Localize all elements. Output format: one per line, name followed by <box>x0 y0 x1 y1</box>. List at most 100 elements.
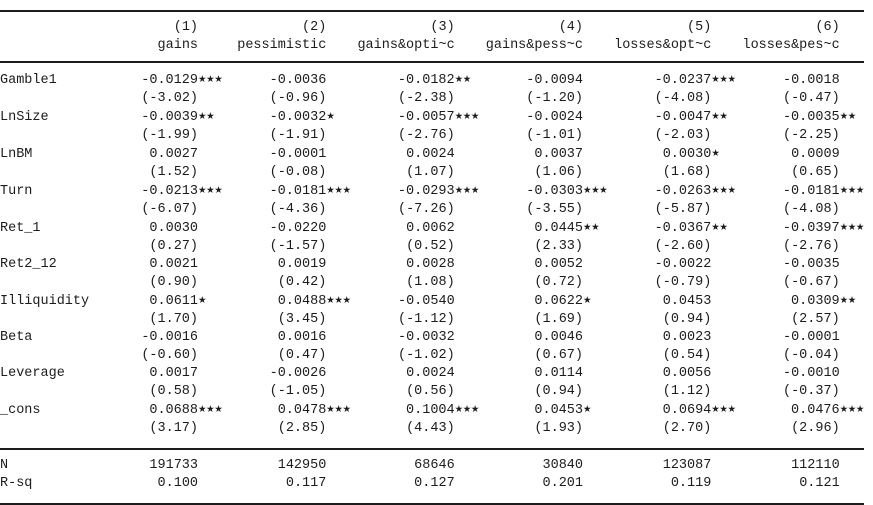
coefficient-cell: -0.0036 <box>269 72 351 88</box>
coefficient-cell: -0.0129★★★ <box>141 73 223 88</box>
coefficient-cell: -0.0026 <box>269 366 351 381</box>
coefficient-cell: 0.0309★★ <box>791 294 856 309</box>
stat-label: R-sq <box>0 476 33 491</box>
tstat-cell: (-0.67) <box>782 275 864 290</box>
tstat-cell: (-0.79) <box>654 275 736 290</box>
stat-value-cell: 30840 <box>542 458 608 473</box>
coefficient-cell: -0.0022 <box>654 257 736 272</box>
column-label: losses&pes~c <box>742 38 864 53</box>
tstat-cell: (2.96) <box>791 421 864 436</box>
significance-stars: ★★★ <box>197 404 223 415</box>
tstat-cell: (-1.20) <box>526 91 608 106</box>
significance-stars: ★★★ <box>326 295 351 306</box>
table-header: (1) (2) (3) (4) (5) (6) gains pessimisti… <box>0 11 864 62</box>
tstat-cell: (2.70) <box>662 421 736 436</box>
tstat-cell: (-0.08) <box>269 165 351 180</box>
tstat-cell: (-1.01) <box>526 128 608 143</box>
tstat-row: (0.90) (0.42) (1.08) (0.72) (-0.79) (-0.… <box>0 274 864 292</box>
tstat-cell: (-3.02) <box>141 91 223 106</box>
column-label: losses&opt~c <box>614 38 736 53</box>
coefficient-cell: -0.0016 <box>141 330 223 345</box>
coefficient-cell: 0.0453★ <box>534 403 592 418</box>
coefficient-cell: 0.0453 <box>662 293 736 309</box>
coefficient-cell: -0.0182★★ <box>397 73 472 88</box>
row-label: Gamble1 <box>0 72 57 88</box>
tstat-row: (0.27) (-1.57) (0.52) (2.33) (-2.60) (-2… <box>0 238 864 256</box>
row-label: Illiquidity <box>0 293 90 309</box>
significance-stars: ★★★ <box>582 185 608 196</box>
stat-value-cell: 142950 <box>277 458 351 473</box>
tstat-cell: (-1.12) <box>397 312 479 327</box>
stat-value-cell: 123087 <box>662 458 736 473</box>
coefficient-row: Illiquidity 0.0611★ 0.0488★★★ -0.0540 0.06… <box>0 292 864 311</box>
coefficient-row: Gamble1 -0.0129★★★ -0.0036 -0.0182★★ -0.00… <box>0 62 864 90</box>
tstat-cell: (3.17) <box>149 421 223 436</box>
column-number-row: (1) (2) (3) (4) (5) (6) <box>0 11 864 37</box>
coefficient-cell: -0.0032 <box>397 330 479 345</box>
tstat-cell: (0.65) <box>791 165 864 180</box>
tstat-cell: (-2.03) <box>654 128 736 143</box>
coefficient-row: LnBM 0.0027 -0.0001 0.0024 0.0037 0.0030★… <box>0 145 864 164</box>
stat-value-cell: 0.100 <box>157 476 223 491</box>
coefficient-cell: -0.0001 <box>269 146 351 162</box>
coefficient-cell: -0.0010 <box>782 366 864 381</box>
significance-stars: ★★ <box>711 111 728 122</box>
coefficient-cell: -0.0220 <box>269 220 351 236</box>
coefficient-row: Beta -0.0016 0.0016 -0.0032 0.0046 0.0023… <box>0 329 864 347</box>
coefficient-cell: -0.0032★ <box>269 110 335 125</box>
significance-stars: ★★★ <box>711 404 736 415</box>
stat-row: N 191733 142950 68646 30840 123087 112110 <box>0 449 864 475</box>
coefficient-cell: -0.0047★★ <box>654 110 728 125</box>
tstat-row: (-6.07) (-4.36) (-7.26) (-3.55) (-5.87) … <box>0 201 864 219</box>
tstat-cell: (-0.47) <box>782 91 864 106</box>
tstat-cell: (2.85) <box>277 421 351 436</box>
coefficient-cell: -0.0293★★★ <box>397 184 479 199</box>
coefficient-cell: -0.0181★★★ <box>269 184 351 199</box>
coefficient-cell: 0.0445★★ <box>534 221 600 236</box>
tstat-cell: (1.52) <box>149 165 223 180</box>
tstat-row: (-1.99) (-1.91) (-2.76) (-1.01) (-2.03) … <box>0 127 864 145</box>
model-stats-body: N 191733 142950 68646 30840 123087 112110… <box>0 449 864 504</box>
tstat-cell: (-4.08) <box>654 91 736 106</box>
significance-stars: ★★ <box>582 222 600 233</box>
tstat-cell: (0.54) <box>662 348 736 363</box>
row-label: Turn <box>0 183 33 199</box>
row-label-spacer <box>0 164 94 182</box>
tstat-cell: (0.90) <box>149 275 223 290</box>
tstat-cell: (-1.02) <box>397 348 479 363</box>
coefficient-cell: 0.1004★★★ <box>406 403 479 418</box>
coefficient-cell: -0.0213★★★ <box>141 184 223 199</box>
significance-stars: ★★★ <box>839 185 865 196</box>
column-label-row: gains pessimistic gains&opti~c gains&pes… <box>0 37 864 62</box>
stat-row: R-sq 0.100 0.117 0.127 0.201 0.119 0.121 <box>0 475 864 504</box>
column-number: (4) <box>558 20 608 35</box>
significance-stars: ★ <box>326 111 335 122</box>
tstat-cell: (-4.36) <box>269 202 351 217</box>
tstat-cell: (-5.87) <box>654 202 736 217</box>
row-label-spacer <box>0 383 94 401</box>
coefficient-cell: -0.0018 <box>782 72 864 88</box>
tstat-row: (0.58) (-1.05) (0.56) (0.94) (1.12) (-0.… <box>0 383 864 401</box>
significance-stars: ★★★ <box>326 185 351 196</box>
tstat-cell: (0.67) <box>534 348 608 363</box>
tstat-cell: (1.93) <box>534 421 608 436</box>
coefficient-cell: 0.0030★ <box>662 147 720 162</box>
tstat-cell: (-0.60) <box>141 348 223 363</box>
tstat-cell: (-2.76) <box>782 239 864 254</box>
tstat-cell: (-2.76) <box>397 128 479 143</box>
significance-stars: ★ <box>582 404 592 415</box>
tstat-cell: (2.33) <box>534 239 608 254</box>
coefficient-row: Leverage 0.0017 -0.0026 0.0024 0.0114 0.0… <box>0 365 864 383</box>
coefficient-cell: 0.0019 <box>277 257 351 272</box>
column-number: (3) <box>430 20 479 35</box>
coefficient-cell: -0.0035★★ <box>782 110 856 125</box>
coefficient-cell: 0.0016 <box>277 330 351 345</box>
significance-stars: ★★ <box>454 74 472 85</box>
significance-stars: ★ <box>582 295 592 306</box>
significance-stars: ★ <box>198 295 207 306</box>
tstat-cell: (2.57) <box>791 312 864 327</box>
tstat-cell: (1.70) <box>149 312 223 327</box>
tstat-cell: (-2.60) <box>654 239 736 254</box>
significance-stars: ★ <box>711 148 720 159</box>
row-label: LnSize <box>0 109 49 125</box>
